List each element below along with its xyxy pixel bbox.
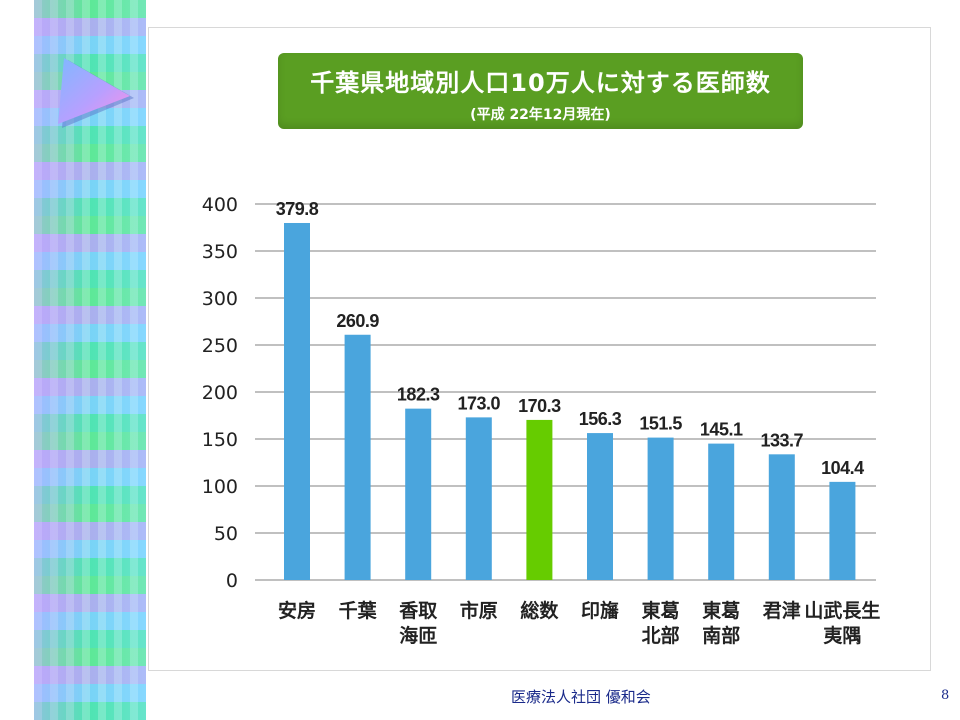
decorative-side-strip-shade <box>34 0 146 720</box>
y-tick-label: 200 <box>202 382 238 404</box>
y-tick-label: 150 <box>202 429 238 451</box>
data-label: 133.7 <box>761 430 804 450</box>
x-tick-label: 東葛 <box>702 599 740 622</box>
x-tick-label: 香取 <box>398 600 437 622</box>
x-tick-label: 東葛 <box>642 599 680 622</box>
data-label: 151.5 <box>639 414 682 434</box>
bar <box>768 454 795 580</box>
x-tick-label: 南部 <box>702 624 740 647</box>
x-tick-label: 千葉 <box>339 600 378 622</box>
data-label: 170.3 <box>518 396 561 416</box>
triangle-pointer-icon <box>58 58 134 128</box>
data-label: 156.3 <box>579 409 622 429</box>
page-number: 8 <box>941 688 950 703</box>
y-tick-label: 50 <box>214 523 238 545</box>
y-tick-label: 400 <box>202 194 238 216</box>
y-tick-label: 350 <box>202 241 238 263</box>
bar <box>284 222 310 580</box>
data-label: 145.1 <box>700 420 743 440</box>
bar <box>465 417 492 580</box>
bar <box>344 334 371 580</box>
footer-organization: 医療法人社団 優和会 <box>511 688 651 706</box>
x-tick-label: 市原 <box>460 599 498 622</box>
bar <box>829 481 856 580</box>
x-tick-label: 安房 <box>278 599 316 622</box>
y-tick-label: 0 <box>226 570 238 592</box>
chart-subtitle: (平成 22年12月現在) <box>470 107 611 123</box>
data-label: 379.8 <box>276 199 319 219</box>
y-tick-label: 100 <box>202 476 238 498</box>
x-tick-label: 印旛 <box>581 599 619 622</box>
x-tick-label: 海匝 <box>399 624 437 647</box>
bar <box>526 419 553 580</box>
bar <box>647 437 674 580</box>
data-label: 182.3 <box>397 385 440 405</box>
bar <box>405 408 432 580</box>
x-tick-label: 総数 <box>520 599 559 622</box>
data-label: 173.0 <box>458 393 501 413</box>
x-tick-label: 北部 <box>642 624 680 647</box>
chart-title: 千葉県地域別人口10万人に対する医師数 <box>310 69 771 97</box>
data-label: 260.9 <box>336 311 379 331</box>
chart-title-banner: 千葉県地域別人口10万人に対する医師数 (平成 22年12月現在) <box>278 53 803 129</box>
y-tick-label: 300 <box>202 288 238 310</box>
x-tick-label: 山武長生 <box>804 599 880 622</box>
bar <box>708 443 735 580</box>
x-tick-label: 夷隅 <box>823 624 861 647</box>
x-tick-label: 君津 <box>763 599 801 622</box>
data-label: 104.4 <box>821 458 864 478</box>
bar <box>587 433 613 580</box>
y-tick-label: 250 <box>202 335 238 357</box>
